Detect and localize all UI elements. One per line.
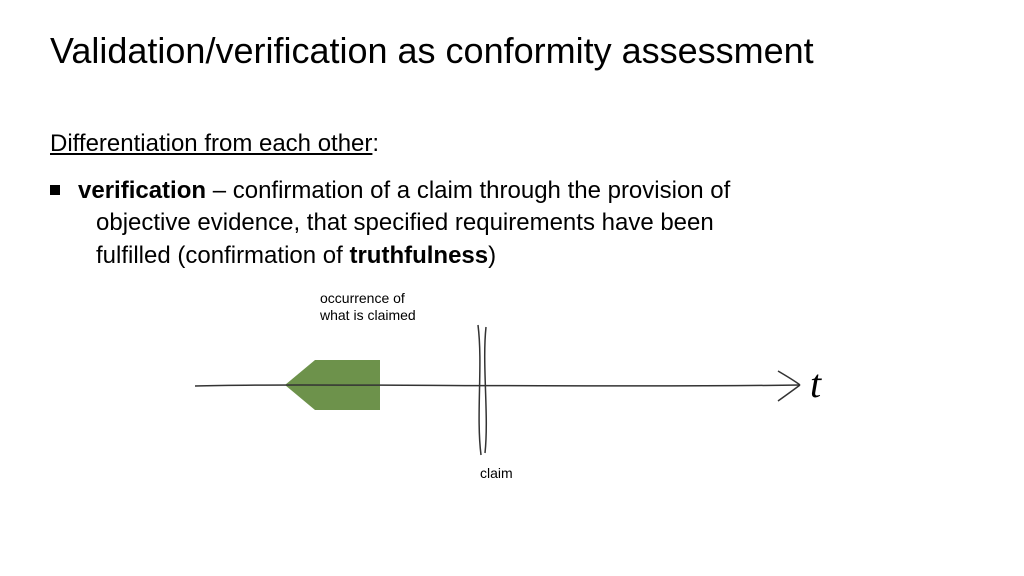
claim-marker	[478, 325, 486, 455]
axis-variable-t: t	[810, 360, 821, 407]
bullet-body-c-wrap: fulfilled (confirmation of truthfulness)	[96, 240, 950, 272]
occurrence-label-line1: occurrence of	[320, 290, 405, 306]
claim-label: claim	[480, 465, 513, 481]
slide-title: Validation/verification as conformity as…	[50, 30, 814, 72]
bullet-term: verification	[78, 177, 206, 204]
timeline-svg	[180, 290, 880, 490]
occurrence-label: occurrence of what is claimed	[320, 290, 416, 324]
bullet-item: verification – confirmation of a claim t…	[50, 175, 950, 272]
subtitle-colon: :	[372, 130, 379, 157]
bullet-body-c: fulfilled (confirmation of	[96, 242, 349, 269]
bullet-body-a: confirmation of a claim through the prov…	[233, 177, 731, 204]
axis-line	[195, 385, 800, 386]
bullet-bold-word: truthfulness	[349, 242, 488, 269]
bullet-dash: –	[206, 177, 233, 204]
axis-arrowhead	[778, 371, 800, 401]
timeline-diagram: occurrence of what is claimed claim t	[180, 290, 880, 490]
bullet-square-icon	[50, 185, 60, 195]
subtitle: Differentiation from each other:	[50, 130, 379, 158]
occurrence-label-line2: what is claimed	[320, 307, 416, 323]
bullet-body-b: objective evidence, that specified requi…	[96, 207, 950, 239]
subtitle-underlined: Differentiation from each other	[50, 130, 372, 157]
bullet-body-d: )	[488, 242, 496, 269]
